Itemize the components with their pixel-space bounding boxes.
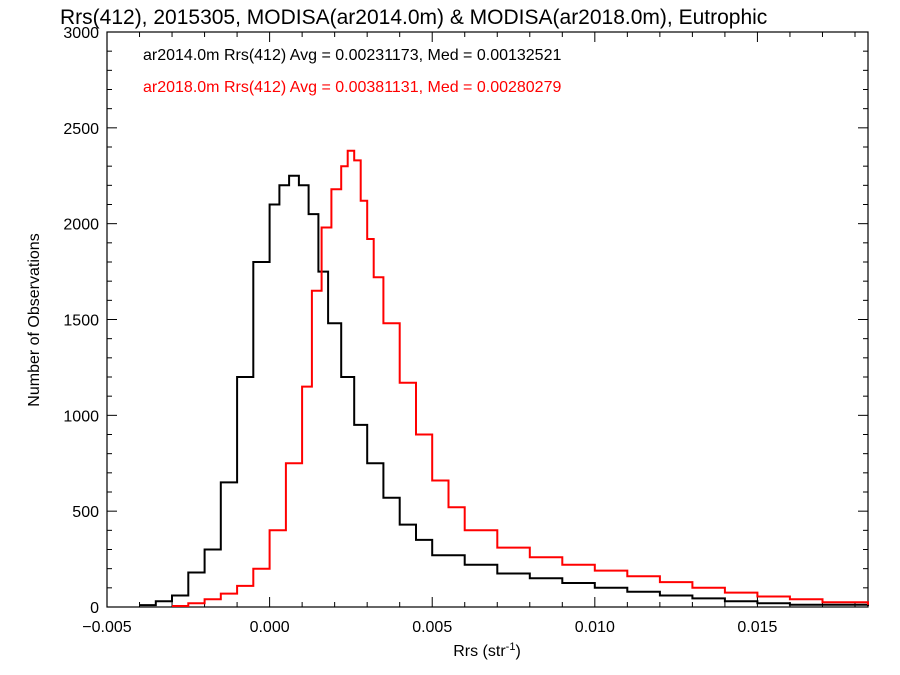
x-axis-label-text: Rrs (str	[453, 643, 506, 660]
x-axis-label-superscript: -1	[506, 641, 516, 653]
x-tick-label: 0.000	[250, 619, 290, 636]
y-tick-label: 2000	[63, 217, 99, 234]
y-tick-label: 500	[72, 504, 99, 521]
y-tick-labels: 0 500 1000 1500 2000 2500 3000	[63, 25, 99, 617]
chart-title: Rrs(412), 2015305, MODISA(ar2014.0m) & M…	[60, 6, 767, 29]
y-tick-label: 1500	[63, 313, 99, 330]
axis-ticks	[106, 31, 868, 608]
series-lines	[139, 149, 869, 607]
y-tick-label: 0	[90, 600, 99, 617]
x-axis-label: Rrs (str-1)	[453, 641, 521, 660]
x-tick-labels: −0.005 0.000 0.005 0.010 0.015	[82, 619, 777, 636]
x-axis-label-close: )	[515, 643, 520, 660]
series-line-1	[172, 149, 869, 607]
x-tick-label: 0.005	[412, 619, 452, 636]
y-tick-label: 1000	[63, 408, 99, 425]
legend-entry-ar2014: ar2014.0m Rrs(412) Avg = 0.00231173, Med…	[143, 47, 561, 64]
y-tick-label: 3000	[63, 25, 99, 42]
x-tick-label: 0.015	[737, 619, 777, 636]
series-line-0	[139, 174, 869, 607]
y-tick-label: 2500	[63, 121, 99, 138]
y-axis-label: Number of Observations	[26, 233, 43, 406]
legend-entry-ar2018: ar2018.0m Rrs(412) Avg = 0.00381131, Med…	[143, 79, 561, 96]
x-tick-label: 0.010	[575, 619, 615, 636]
x-tick-label: −0.005	[82, 619, 131, 636]
